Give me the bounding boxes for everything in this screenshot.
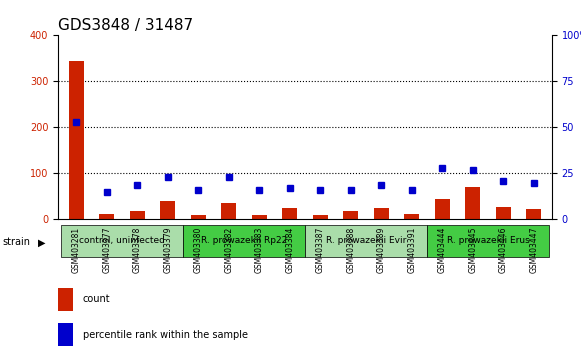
Text: ▶: ▶ xyxy=(38,238,45,247)
Bar xyxy=(435,199,450,219)
Bar xyxy=(252,215,267,219)
Text: GSM403388: GSM403388 xyxy=(346,227,355,273)
Bar xyxy=(58,323,73,346)
Text: count: count xyxy=(83,295,110,304)
FancyBboxPatch shape xyxy=(183,225,305,257)
FancyBboxPatch shape xyxy=(61,225,183,257)
Bar xyxy=(526,209,541,219)
Text: strain: strain xyxy=(3,238,31,247)
Text: GSM403377: GSM403377 xyxy=(102,227,112,273)
Text: control, uninfected: control, uninfected xyxy=(79,236,165,245)
Bar xyxy=(130,211,145,219)
Text: R. prowazekii Evir: R. prowazekii Evir xyxy=(326,236,406,245)
Text: GSM403378: GSM403378 xyxy=(133,227,142,273)
Bar xyxy=(404,214,419,219)
Text: GSM403382: GSM403382 xyxy=(224,227,234,273)
Text: GSM403281: GSM403281 xyxy=(72,227,81,273)
Text: R. prowazekii Erus: R. prowazekii Erus xyxy=(447,236,529,245)
Bar xyxy=(343,211,358,219)
Bar xyxy=(58,288,73,311)
Text: R. prowazekii Rp22: R. prowazekii Rp22 xyxy=(201,236,287,245)
Text: GSM403384: GSM403384 xyxy=(285,227,295,273)
Bar xyxy=(160,201,175,219)
FancyBboxPatch shape xyxy=(305,225,427,257)
Bar xyxy=(99,214,114,219)
FancyBboxPatch shape xyxy=(427,225,549,257)
Text: GSM403391: GSM403391 xyxy=(407,227,416,273)
Text: GSM403446: GSM403446 xyxy=(498,227,508,273)
Bar xyxy=(374,208,389,219)
Text: GSM403447: GSM403447 xyxy=(529,227,538,273)
Text: GSM403379: GSM403379 xyxy=(163,227,173,273)
Text: GSM403383: GSM403383 xyxy=(255,227,264,273)
Text: GSM403445: GSM403445 xyxy=(468,227,477,273)
Bar xyxy=(69,61,84,219)
Text: GDS3848 / 31487: GDS3848 / 31487 xyxy=(58,18,193,33)
Bar xyxy=(465,187,480,219)
Text: percentile rank within the sample: percentile rank within the sample xyxy=(83,330,248,339)
Bar xyxy=(496,207,511,219)
Bar xyxy=(221,203,236,219)
Text: GSM403444: GSM403444 xyxy=(437,227,447,273)
Bar xyxy=(313,215,328,219)
Bar xyxy=(191,215,206,219)
Bar xyxy=(282,208,297,219)
Text: GSM403380: GSM403380 xyxy=(194,227,203,273)
Text: GSM403389: GSM403389 xyxy=(376,227,386,273)
Text: GSM403387: GSM403387 xyxy=(315,227,325,273)
